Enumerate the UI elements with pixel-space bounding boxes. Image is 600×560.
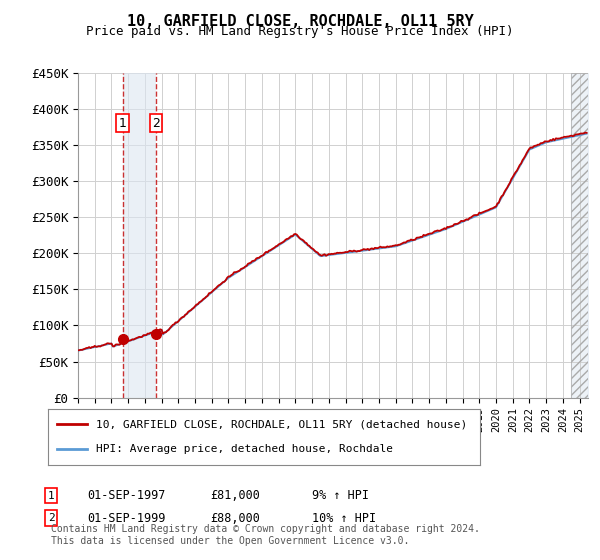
Text: 1: 1	[47, 491, 55, 501]
Text: Contains HM Land Registry data © Crown copyright and database right 2024.
This d: Contains HM Land Registry data © Crown c…	[51, 524, 480, 546]
Text: 01-SEP-1999: 01-SEP-1999	[87, 511, 166, 525]
Text: 10% ↑ HPI: 10% ↑ HPI	[312, 511, 376, 525]
Text: 10, GARFIELD CLOSE, ROCHDALE, OL11 5RY (detached house): 10, GARFIELD CLOSE, ROCHDALE, OL11 5RY (…	[95, 419, 467, 430]
Text: £81,000: £81,000	[210, 489, 260, 502]
Text: 10, GARFIELD CLOSE, ROCHDALE, OL11 5RY: 10, GARFIELD CLOSE, ROCHDALE, OL11 5RY	[127, 14, 473, 29]
Text: £88,000: £88,000	[210, 511, 260, 525]
Text: Price paid vs. HM Land Registry's House Price Index (HPI): Price paid vs. HM Land Registry's House …	[86, 25, 514, 38]
Text: 2: 2	[47, 513, 55, 523]
Bar	[122, 73, 156, 398]
Text: HPI: Average price, detached house, Rochdale: HPI: Average price, detached house, Roch…	[95, 444, 392, 454]
Text: 2: 2	[152, 117, 160, 130]
Text: 9% ↑ HPI: 9% ↑ HPI	[312, 489, 369, 502]
Text: 01-SEP-1997: 01-SEP-1997	[87, 489, 166, 502]
Text: 1: 1	[119, 117, 127, 130]
